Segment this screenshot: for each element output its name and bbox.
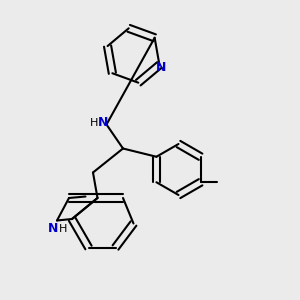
- Text: N: N: [156, 61, 166, 74]
- Text: H: H: [90, 118, 99, 128]
- Text: H: H: [59, 224, 67, 234]
- Text: N: N: [98, 116, 109, 130]
- Text: N: N: [48, 222, 59, 236]
